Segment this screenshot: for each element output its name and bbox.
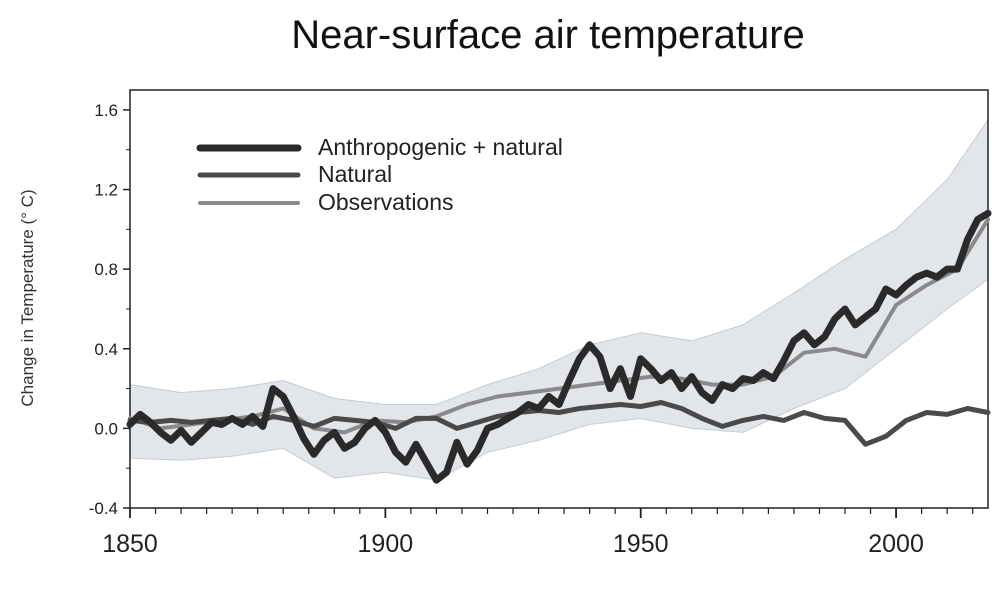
- legend: Anthropogenic + natural Natural Observat…: [196, 134, 563, 215]
- y-tick-label: -0.4: [89, 499, 118, 518]
- y-axis-label: Change in Temperature (° C): [18, 189, 37, 406]
- y-tick-label: 1.6: [94, 101, 118, 120]
- legend-label-anthropogenic: Anthropogenic + natural: [318, 134, 563, 160]
- legend-label-observations: Observations: [318, 189, 454, 215]
- y-tick-label: 0.0: [94, 419, 118, 438]
- y-tick-label: 1.2: [94, 181, 118, 200]
- legend-label-natural: Natural: [318, 161, 392, 187]
- x-tick-label: 1900: [358, 530, 414, 558]
- plot-frame: [129, 89, 989, 509]
- series-natural: [127, 400, 991, 447]
- axes: -0.4 0.0 0.4 0.8 1.2 1.6 1850 1900 1950 2000: [89, 89, 989, 558]
- x-tick-label: 2000: [868, 530, 924, 558]
- series-anthropogenic-natural: [126, 209, 992, 484]
- series-lines: [126, 209, 992, 484]
- x-tick-label: 1850: [102, 530, 158, 558]
- x-tick-label: 1950: [613, 530, 669, 558]
- series-observations: [128, 217, 990, 435]
- chart-title: Near-surface air temperature: [291, 13, 805, 57]
- y-tick-label: 0.8: [94, 260, 118, 279]
- y-tick-label: 0.4: [94, 340, 118, 359]
